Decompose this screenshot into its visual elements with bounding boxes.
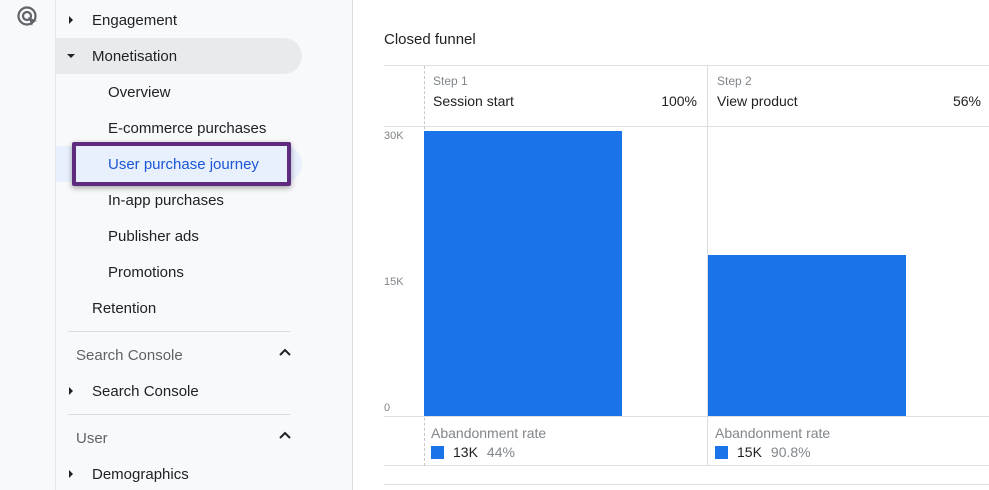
nav-retention-label: Retention (92, 299, 157, 317)
nav-search-console-label: Search Console (92, 382, 199, 400)
selection-highlight-box (72, 142, 291, 186)
nav-engagement-label: Engagement (92, 11, 178, 29)
legend-swatch (431, 445, 444, 459)
nav-promotions-label: Promotions (108, 263, 184, 281)
nav-overview[interactable]: Overview (56, 74, 302, 110)
nav-inapp-label: In-app purchases (108, 191, 224, 209)
footer-rule (384, 465, 989, 466)
step-1-percent: 100% (661, 93, 697, 109)
divider (68, 331, 290, 332)
expand-right-icon (67, 2, 75, 38)
step-2-abandon-count: 15K (737, 444, 762, 460)
section-user-label: User (76, 429, 108, 447)
nav-ecommerce-label: E-commerce purchases (108, 119, 267, 137)
funnel-bar-session-start[interactable] (424, 131, 622, 416)
nav-inapp-purchases[interactable]: In-app purchases (56, 182, 302, 218)
nav-monetisation[interactable]: Monetisation (56, 38, 302, 74)
step-2-abandon-stats: 15K 90.8% (715, 444, 811, 460)
step-2-name: View product (717, 93, 798, 109)
nav-user-purchase-journey[interactable]: User purchase journey (56, 146, 302, 182)
funnel-card: Closed funnel Step 1 Session start 100% … (353, 0, 989, 490)
step-1-abandon-stats: 13K 44% (431, 444, 515, 460)
step-1-abandon-count: 13K (453, 444, 478, 460)
expand-right-icon (67, 456, 75, 490)
legend-swatch (715, 445, 728, 459)
nav-demographics[interactable]: Demographics (56, 456, 302, 490)
expand-right-icon (67, 373, 75, 409)
y-tick-15k: 15K (384, 276, 404, 288)
nav-demographics-label: Demographics (92, 465, 189, 483)
funnel-bar-view-product[interactable] (708, 254, 906, 416)
section-search-console[interactable]: Search Console (76, 337, 292, 373)
card-title: Closed funnel (384, 31, 476, 48)
nav-promotions[interactable]: Promotions (56, 254, 302, 290)
section-user[interactable]: User (76, 420, 292, 456)
nav-overview-label: Overview (108, 83, 171, 101)
step-1-name: Session start (433, 93, 514, 109)
nav-search-console[interactable]: Search Console (56, 373, 302, 409)
nav-publisher-ads[interactable]: Publisher ads (56, 218, 302, 254)
step-2-number: Step 2 (717, 74, 752, 88)
y-tick-0: 0 (384, 402, 391, 414)
nav-user-purchase-journey-label: User purchase journey (108, 155, 259, 173)
selected-item-bg (56, 146, 302, 182)
nav-engagement[interactable]: Engagement (56, 2, 302, 38)
step-1-number: Step 1 (433, 74, 468, 88)
report-sidebar: Engagement Monetisation Overview E-comme… (56, 0, 353, 490)
step-2-abandon-label: Abandonment rate (715, 425, 831, 441)
step-1-abandon-rate: 44% (486, 444, 515, 460)
nav-ecommerce-purchases[interactable]: E-commerce purchases (56, 110, 302, 146)
monetisation-active-bg (56, 38, 302, 74)
nav-monetisation-label: Monetisation (92, 47, 178, 65)
nav-publisher-ads-label: Publisher ads (108, 227, 199, 245)
nav-retention[interactable]: Retention (56, 290, 302, 326)
left-rail (0, 0, 56, 490)
analytics-logo-icon[interactable] (16, 5, 40, 29)
y-tick-30k: 30K (384, 130, 404, 142)
step-2-abandon-rate: 90.8% (770, 444, 811, 460)
chevron-up-icon[interactable] (278, 346, 292, 364)
baseline-rule (384, 416, 989, 417)
step-2-divider (707, 66, 708, 466)
expand-down-icon (67, 38, 75, 74)
chevron-up-icon[interactable] (278, 429, 292, 447)
section-search-console-label: Search Console (76, 346, 183, 364)
step-2-percent: 56% (952, 93, 981, 109)
step-1-abandon-label: Abandonment rate (431, 425, 547, 441)
divider (68, 414, 290, 415)
header-bottom-rule (384, 126, 989, 127)
header-top-rule (384, 65, 989, 66)
card-bottom-rule (384, 484, 989, 485)
